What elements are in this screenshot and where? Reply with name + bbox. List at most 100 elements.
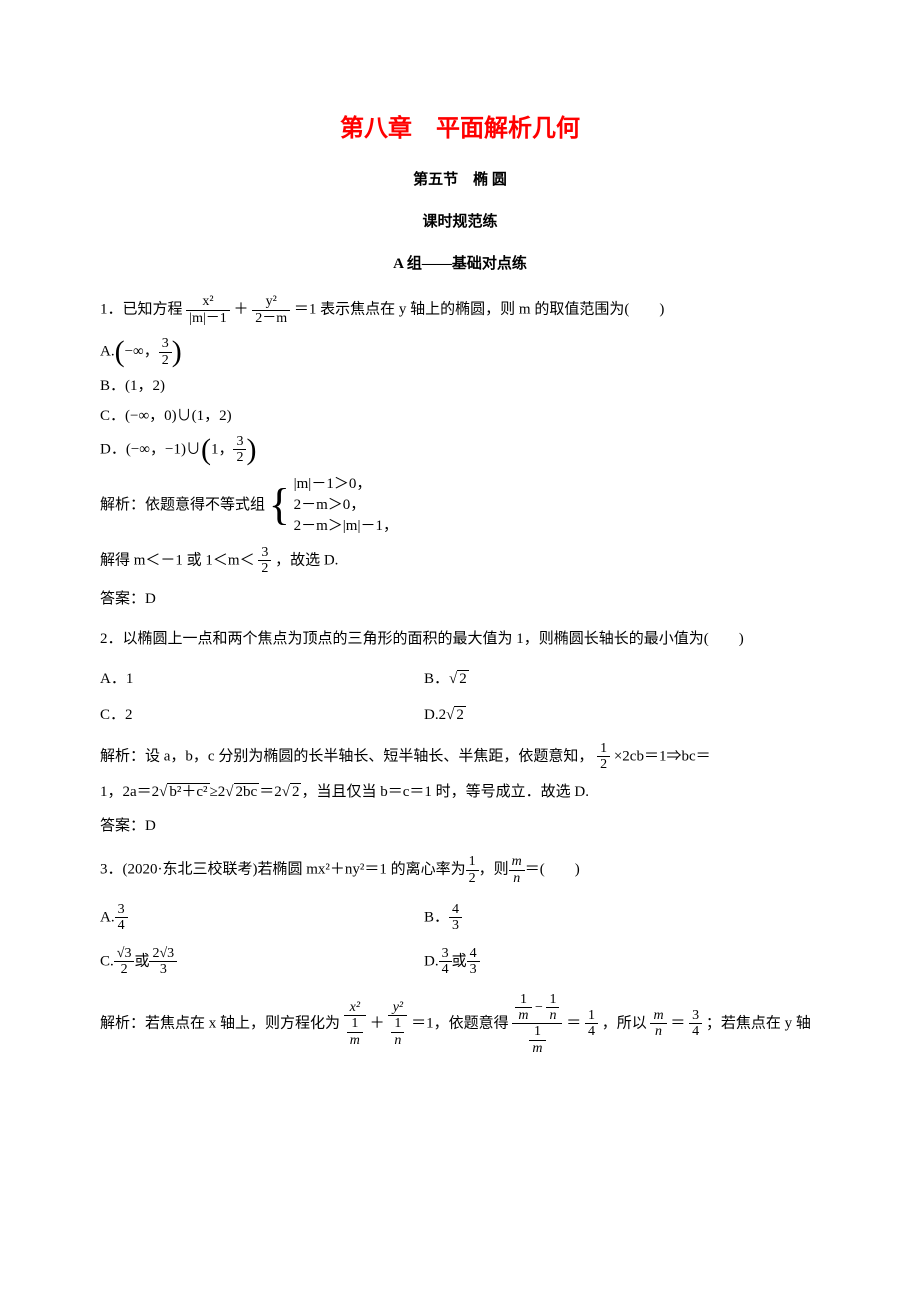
q2-rad2: 2bc (234, 783, 260, 800)
q3-res: 34 (689, 1008, 702, 1040)
q3-d-n1: 3 (439, 946, 452, 962)
q3-b-frac: 43 (449, 902, 462, 934)
q1-d-inner: 1， (211, 441, 234, 457)
q3-a-pre: A. (100, 909, 115, 925)
q3-sol-plus: ＋ (370, 1015, 385, 1031)
section-title: 第五节 椭 圆 (100, 168, 820, 192)
q3-stem-mid: ，则 (479, 862, 509, 878)
q1-d-pre: D．(−∞，−1)∪ (100, 441, 201, 457)
q2-b-rad: 2 (457, 670, 469, 687)
q2-eq: ＝2 (259, 784, 282, 800)
q3-sol-pre: 解析：若焦点在 x 轴上，则方程化为 (100, 1015, 340, 1031)
q3-option-c: C.√32或2√33 (100, 946, 424, 978)
q1-answer: 答案：D (100, 587, 820, 611)
q3-d-d1: 4 (439, 962, 452, 977)
q1-option-c: C．(−∞，0)∪(1，2) (100, 404, 820, 428)
q1-sol2-frac: 32 (258, 545, 271, 577)
q3-stem-post: ＝( ) (525, 862, 580, 878)
q2-b-pre: B． (424, 671, 449, 687)
sqrt-icon: b²＋c² (159, 780, 209, 804)
q1-d-num: 3 (233, 434, 246, 450)
q2-sol-pre: 解析：设 a，b，c 分别为椭圆的长半轴长、短半轴长、半焦距，依题意知， (100, 748, 593, 764)
q1-frac2-num: y² (252, 294, 290, 310)
q2-ge: ≥2 (210, 784, 226, 800)
q3-c-d2: 3 (149, 962, 177, 977)
q3-frac1: 12 (466, 854, 479, 886)
q3-big-num: 1m − 1n (512, 992, 562, 1025)
q3-sol-eqa: ＝ (566, 1015, 581, 1031)
q3-d-or: 或 (452, 953, 467, 969)
q3-f1bn: 1 (347, 1016, 363, 1032)
q2-sol-mid: ×2cb＝1⇒bc＝ (614, 748, 711, 764)
q2-answer: 答案：D (100, 814, 820, 838)
q3-big-frac: 1m − 1n 1m (512, 992, 562, 1057)
q2-sol2-pre: 1，2a＝2 (100, 784, 159, 800)
q2-option-c: C．2 (100, 703, 424, 727)
q1-solution-1: 解析：依题意得不等式组 { |m|－1＞0， 2－m＞0， 2－m＞|m|－1， (100, 474, 820, 537)
q3-d-n2: 4 (467, 946, 480, 962)
q3-c-frac2: 2√33 (149, 946, 177, 978)
chapter-title: 第八章 平面解析几何 (100, 110, 820, 148)
question-3-stem: 3．(2020·东北三校联考)若椭圆 mx²＋ny²＝1 的离心率为12，则mn… (100, 854, 820, 886)
q3-sol-f1: x² 1m (344, 1000, 366, 1048)
q1-sol2-num: 3 (258, 545, 271, 561)
q3-mnd: n (650, 1024, 666, 1039)
q3-f1n: 1 (466, 854, 479, 870)
q3-f1-bot: 1m (344, 1016, 366, 1048)
q3-c-or: 或 (134, 953, 149, 969)
q1-frac2-den: 2－m (252, 311, 290, 326)
q3-a-n: 3 (115, 902, 128, 918)
q3-qn: 1 (585, 1008, 598, 1024)
q1-frac1-den: |m|－1 (186, 311, 230, 326)
sqrt-icon: 2 (446, 703, 466, 727)
q3-sol-eq1: ＝1，依题意得 (411, 1015, 509, 1031)
q3-big-den: 1m (512, 1024, 562, 1056)
question-1-stem: 1．已知方程 x² |m|－1 ＋ y² 2－m ＝1 表示焦点在 y 轴上的椭… (100, 294, 820, 326)
q2-d-rad: 2 (454, 706, 466, 723)
q1-a-frac: 32 (159, 336, 172, 368)
q1-option-b: B．(1，2) (100, 374, 820, 398)
q3-b-d: 3 (449, 918, 462, 933)
q2-sol-frac: 12 (597, 741, 610, 773)
q1-inequalities: |m|－1＞0， 2－m＞0， 2－m＞|m|－1， (294, 474, 398, 537)
q3-b-pre: B． (424, 909, 449, 925)
q2-rad1: b²＋c² (167, 783, 209, 800)
q3-f1-top: x² (344, 1000, 366, 1016)
q3-sol-f2: y² 1n (388, 1000, 407, 1048)
q3-f2bn: 1 (391, 1016, 404, 1032)
q3-c-frac1: √32 (114, 946, 135, 978)
q1-frac1: x² |m|－1 (186, 294, 230, 326)
q2-option-d: D.2 2 (424, 703, 820, 727)
q3-option-a: A.34 (100, 902, 424, 934)
q1-plus: ＋ (234, 302, 249, 318)
group-title: A 组——基础对点练 (100, 252, 820, 276)
q2-option-b: B． 2 (424, 667, 820, 691)
q1-stem-pre: 1．已知方程 (100, 302, 183, 318)
q1-a-inner-pre: −∞， (125, 344, 159, 360)
q3-a-d: 4 (115, 918, 128, 933)
q2-d-pre: D.2 (424, 707, 446, 723)
q1-frac1-num: x² (186, 294, 230, 310)
q1-option-d: D．(−∞，−1)∪(1，32) (100, 434, 820, 466)
q1-a-num: 3 (159, 336, 172, 352)
q3-d-frac1: 34 (439, 946, 452, 978)
q3-f2n: m (509, 854, 525, 870)
q3-rd: 4 (689, 1024, 702, 1039)
q1-a-den: 2 (159, 353, 172, 368)
q3-d-frac2: 43 (467, 946, 480, 978)
q1-sol-pre: 解析：依题意得不等式组 (100, 497, 265, 513)
q3-f1d: 2 (466, 871, 479, 886)
q2-option-a: A．1 (100, 667, 424, 691)
q1-stem-post: ＝1 表示焦点在 y 轴上的椭圆，则 m 的取值范围为( ) (294, 302, 664, 318)
q3-sol-post: ；若焦点在 y 轴 (706, 1015, 811, 1031)
q3-qd: 4 (585, 1024, 598, 1039)
q2-sol2-post: ，当且仅当 b＝c＝1 时，等号成立．故选 D. (301, 784, 589, 800)
q3-sol-eqb: ＝ (670, 1015, 685, 1031)
q2-solution: 解析：设 a，b，c 分别为椭圆的长半轴长、短半轴长、半焦距，依题意知， 12 … (100, 741, 820, 773)
q2-sol-num: 1 (597, 741, 610, 757)
q1-sol2-den: 2 (258, 561, 271, 576)
q1-solution-2: 解得 m＜－1 或 1＜m＜ 32 ，故选 D. (100, 545, 820, 577)
q1-sol2-post: ，故选 D. (275, 552, 338, 568)
sqrt-icon: 2bc (225, 780, 259, 804)
q2-sol-den: 2 (597, 757, 610, 772)
